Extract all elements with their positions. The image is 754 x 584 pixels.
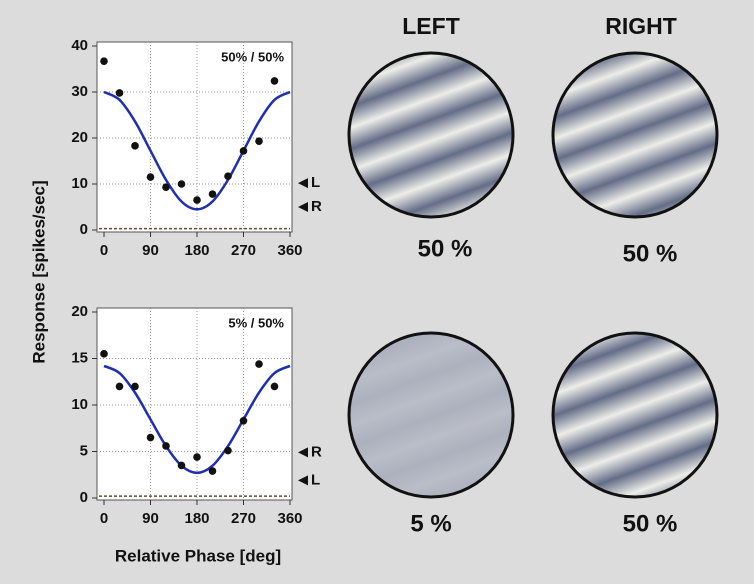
x-tick-label: 90 (142, 242, 159, 259)
x-tick-label: 0 (100, 242, 108, 259)
eye-header: RIGHT (605, 13, 677, 39)
eye-header: LEFT (402, 13, 460, 39)
data-point (162, 183, 170, 192)
data-point (146, 433, 155, 442)
data-point (162, 442, 170, 450)
x-tick-label: 270 (231, 242, 256, 259)
data-point (239, 147, 248, 155)
contrast-label: 50 % (623, 510, 678, 537)
fit-curve (103, 364, 291, 475)
data-point (115, 382, 124, 391)
data-point (177, 180, 186, 188)
data-point (208, 190, 217, 198)
plot-area (96, 41, 293, 233)
y-tick-label: 20 (71, 129, 88, 146)
y-tick-label: 15 (71, 349, 88, 366)
marker-label: L (311, 174, 320, 191)
data-point (255, 360, 263, 368)
y-tick-label: 40 (71, 37, 88, 54)
y-axis-label: Response [spikes/sec] (29, 180, 48, 363)
x-tick-label: 180 (184, 242, 209, 259)
contrast-label: 5 % (410, 510, 451, 537)
grating (553, 333, 717, 497)
x-tick-label: 90 (142, 510, 159, 527)
marker-arrow (298, 178, 308, 189)
contrast-label: 50 % (418, 235, 473, 262)
marker-arrow (298, 202, 308, 212)
annotation: 50% / 50% (221, 49, 284, 64)
grating (553, 53, 717, 217)
x-axis-label: Relative Phase [deg] (115, 546, 281, 565)
data-point (131, 142, 139, 150)
data-point (224, 172, 232, 180)
annotation: 5% / 50% (228, 315, 284, 330)
x-tick-label: 270 (231, 510, 256, 527)
grating-outline (347, 51, 515, 219)
data-point (193, 196, 201, 204)
x-tick-label: 180 (184, 510, 209, 527)
marker-arrow (298, 447, 308, 458)
data-point (208, 467, 217, 475)
y-tick-label: 20 (71, 303, 88, 320)
marker-label: R (311, 443, 322, 460)
data-point (146, 173, 155, 181)
data-point (193, 453, 201, 461)
marker-label: R (311, 198, 322, 215)
data-point (270, 77, 279, 85)
data-point (100, 350, 108, 358)
y-tick-label: 5 (80, 442, 88, 459)
y-tick-label: 0 (80, 489, 88, 506)
y-tick-label: 30 (71, 83, 88, 100)
data-point (131, 382, 139, 391)
x-tick-label: 360 (277, 510, 302, 527)
y-tick-label: 10 (71, 175, 88, 192)
grating (349, 53, 513, 217)
data-point (115, 89, 124, 97)
y-tick-label: 10 (71, 396, 88, 413)
data-point (255, 137, 263, 146)
x-tick-label: 360 (277, 242, 302, 259)
contrast-label: 50 % (623, 240, 678, 267)
data-point (100, 57, 108, 65)
grating-outline (347, 331, 515, 499)
marker-arrow (298, 475, 308, 486)
data-point (239, 417, 248, 425)
grating-outline (551, 331, 719, 499)
marker-label: L (311, 471, 320, 488)
y-tick-label: 0 (80, 221, 88, 238)
grating (349, 333, 513, 497)
plot-area (96, 307, 293, 501)
data-point (270, 382, 279, 391)
data-point (177, 461, 186, 470)
fit-curve (103, 90, 291, 211)
grating-outline (551, 51, 719, 219)
x-tick-label: 0 (100, 510, 108, 527)
data-point (224, 446, 232, 455)
